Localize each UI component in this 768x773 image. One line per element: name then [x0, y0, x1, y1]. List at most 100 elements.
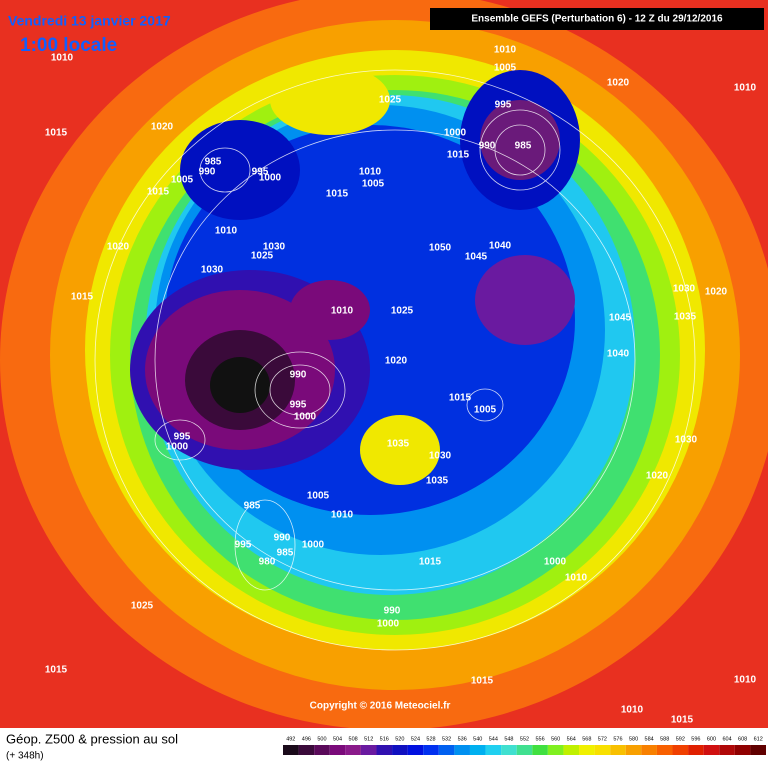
pressure-label: 1000 — [166, 442, 189, 453]
colorbar-tick: 612 — [754, 736, 763, 742]
pressure-label: 1010 — [734, 83, 757, 94]
colorbar-tick: 588 — [660, 736, 669, 742]
pressure-label: 990 — [384, 606, 401, 617]
colorbar-tick: 568 — [582, 736, 591, 742]
pressure-label: 985 — [277, 548, 294, 559]
colorbar-tick: 532 — [442, 736, 451, 742]
colorbar-tick: 552 — [520, 736, 529, 742]
pressure-label: 1025 — [379, 95, 402, 106]
pressure-label: 1040 — [607, 349, 630, 360]
colorbar-swatch — [345, 745, 361, 755]
colorbar-swatch — [610, 745, 626, 755]
pressure-label: 1015 — [449, 393, 472, 404]
colorbar-swatch — [407, 745, 424, 755]
pressure-label: 1050 — [429, 243, 452, 254]
footer-lead: (+ 348h) — [6, 751, 44, 762]
pressure-label: 995 — [495, 100, 512, 111]
colorbar-swatch — [485, 745, 502, 755]
pressure-label: 1000 — [377, 619, 400, 630]
pressure-label: 1020 — [607, 78, 630, 89]
pressure-label: 1025 — [251, 251, 274, 262]
pressure-label: 1015 — [45, 665, 68, 676]
colorbar-tick: 584 — [645, 736, 654, 742]
pressure-label: 1025 — [391, 306, 414, 317]
pressure-label: 1005 — [362, 179, 385, 190]
colorbar-swatch — [423, 745, 439, 755]
colorbar-tick: 524 — [411, 736, 420, 742]
pressure-label: 1015 — [671, 715, 694, 726]
colorbar-swatch — [314, 745, 330, 755]
pressure-label: 1030 — [675, 435, 698, 446]
colorbar-swatch — [563, 745, 580, 755]
pressure-label: 1020 — [705, 287, 728, 298]
pressure-label: 990 — [199, 167, 216, 178]
colorbar-swatch — [298, 745, 315, 755]
pressure-label: 1020 — [107, 242, 130, 253]
pressure-label: 1015 — [45, 128, 68, 139]
pressure-label: 1010 — [215, 226, 238, 237]
pressure-label: 1010 — [734, 675, 757, 686]
colorbar-tick: 604 — [722, 736, 731, 742]
pressure-label: 1015 — [326, 189, 349, 200]
pressure-label: 1045 — [609, 313, 632, 324]
colorbar-swatch — [392, 745, 408, 755]
colorbar-tick: 596 — [691, 736, 700, 742]
colorbar-swatch — [360, 745, 377, 755]
colorbar-tick: 572 — [598, 736, 607, 742]
pressure-label: 1010 — [51, 53, 74, 64]
pressure-label: 1045 — [465, 252, 488, 263]
pressure-label: 1015 — [447, 150, 470, 161]
pressure-label: 1015 — [419, 557, 442, 568]
colorbar-swatch — [594, 745, 611, 755]
colorbar-swatch — [516, 745, 533, 755]
colorbar-swatch — [469, 745, 486, 755]
pressure-label: 1015 — [147, 187, 170, 198]
colorbar-swatch — [454, 745, 470, 755]
pressure-label: 995 — [235, 540, 252, 551]
pressure-label: 995 — [290, 400, 307, 411]
colorbar-swatch — [703, 745, 720, 755]
pressure-label: 1005 — [494, 63, 517, 74]
colorbar-swatch — [641, 745, 657, 755]
pressure-label: 1000 — [259, 173, 282, 184]
colorbar-swatch — [625, 745, 642, 755]
pressure-label: 1040 — [489, 241, 512, 252]
colorbar-swatch — [656, 745, 673, 755]
colorbar-tick: 520 — [395, 736, 404, 742]
pressure-label: 1010 — [565, 573, 588, 584]
colorbar-tick: 536 — [458, 736, 467, 742]
pressure-label: 1005 — [171, 175, 194, 186]
pressure-label: 985 — [205, 157, 222, 168]
colorbar-swatch — [688, 745, 704, 755]
pressure-label: 995 — [252, 167, 269, 178]
map-field — [0, 0, 768, 730]
colorbar-swatch — [283, 745, 299, 755]
local-time: 1:00 locale — [20, 35, 117, 56]
colorbar-tick: 512 — [364, 736, 373, 742]
colorbar-swatch — [719, 745, 735, 755]
colorbar-tick: 496 — [302, 736, 311, 742]
pressure-label: 1030 — [263, 242, 286, 253]
copyright: Copyright © 2016 Meteociel.fr — [310, 701, 451, 712]
colorbar-tick: 544 — [489, 736, 498, 742]
colorbar-tick: 528 — [426, 736, 435, 742]
date: Vendredi 13 janvier 2017 — [8, 13, 171, 29]
colorbar-tick: 600 — [707, 736, 716, 742]
pressure-label: 985 — [244, 501, 261, 512]
colorbar-swatch — [532, 745, 548, 755]
colorbar-tick: 580 — [629, 736, 638, 742]
colorbar-swatch — [438, 745, 455, 755]
pressure-label: 1010 — [331, 306, 354, 317]
colorbar-tick: 576 — [613, 736, 622, 742]
pressure-label: 1020 — [646, 471, 669, 482]
pressure-label: 1035 — [387, 439, 410, 450]
pressure-label: 1030 — [673, 284, 696, 295]
colorbar-swatch — [547, 745, 564, 755]
pressure-label: 990 — [274, 533, 291, 544]
run-info: Ensemble GEFS (Perturbation 6) - 12 Z du… — [471, 14, 723, 25]
pressure-label: 1000 — [544, 557, 567, 568]
colorbar-swatch — [501, 745, 517, 755]
pressure-label: 1015 — [71, 292, 94, 303]
colorbar-tick: 508 — [349, 736, 358, 742]
